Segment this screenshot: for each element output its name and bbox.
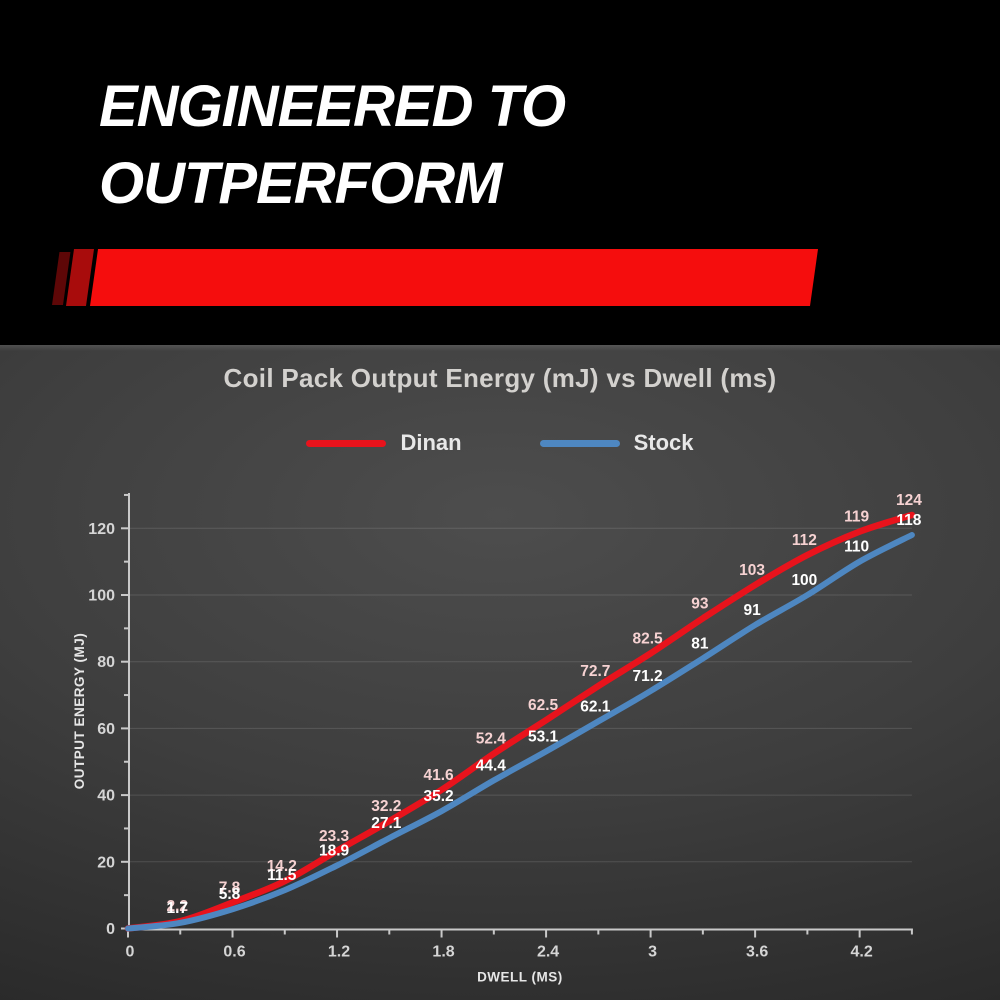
- svg-text:3: 3: [648, 944, 657, 961]
- svg-text:2.2: 2.2: [166, 898, 188, 915]
- legend-item-stock: Stock: [539, 430, 694, 456]
- svg-text:23.3: 23.3: [319, 828, 350, 845]
- headline-line-1: ENGINEERED TO: [99, 74, 566, 139]
- svg-text:32.2: 32.2: [371, 798, 401, 815]
- svg-text:100: 100: [791, 572, 817, 589]
- headline: ENGINEERED TO OUTPERFORM: [99, 68, 566, 222]
- red-banner-mid-sliver: [66, 249, 95, 306]
- svg-text:110: 110: [844, 539, 869, 556]
- chart-legend: Dinan Stock: [0, 430, 1000, 456]
- legend-label-dinan: Dinan: [400, 430, 462, 455]
- svg-text:119: 119: [844, 509, 869, 526]
- svg-text:4.2: 4.2: [851, 944, 873, 961]
- svg-text:35.2: 35.2: [423, 788, 453, 805]
- svg-text:2.4: 2.4: [537, 944, 559, 961]
- svg-text:72.7: 72.7: [580, 663, 610, 680]
- svg-text:124: 124: [896, 492, 922, 509]
- chart-section: Coil Pack Output Energy (mJ) vs Dwell (m…: [0, 345, 1000, 1000]
- hero-section: ENGINEERED TO OUTPERFORM: [0, 0, 1000, 345]
- legend-label-stock: Stock: [633, 430, 694, 455]
- red-banner-main: [90, 249, 819, 306]
- svg-text:44.4: 44.4: [476, 757, 507, 774]
- dinan-line-swatch: [306, 439, 387, 447]
- svg-text:53.1: 53.1: [528, 728, 559, 745]
- svg-text:5.8: 5.8: [219, 886, 241, 903]
- svg-text:62.5: 62.5: [528, 697, 559, 714]
- svg-text:80: 80: [97, 654, 115, 671]
- svg-text:11.5: 11.5: [267, 867, 297, 884]
- svg-text:0.6: 0.6: [223, 944, 245, 961]
- svg-text:112: 112: [792, 532, 817, 549]
- svg-text:81: 81: [691, 635, 709, 652]
- chart-canvas: 0 20 40 60 80 100 120 0 0.6 1.2 1.8 2.4 3 3.6 4.2 OUTPU…: [72, 492, 922, 985]
- svg-text:52.4: 52.4: [476, 731, 507, 748]
- svg-text:20: 20: [97, 854, 115, 871]
- svg-text:1.2: 1.2: [328, 944, 350, 961]
- stock-line-swatch: [539, 439, 620, 447]
- svg-text:0: 0: [126, 944, 135, 961]
- svg-text:118: 118: [896, 512, 921, 529]
- svg-text:41.6: 41.6: [423, 767, 454, 784]
- svg-text:62.1: 62.1: [580, 698, 611, 715]
- legend-item-dinan: Dinan: [306, 430, 462, 456]
- svg-text:7.8: 7.8: [219, 879, 241, 896]
- svg-text:93: 93: [691, 595, 709, 612]
- headline-line-2: OUTPERFORM: [99, 151, 502, 216]
- svg-text:1.8: 1.8: [432, 944, 454, 961]
- svg-text:60: 60: [97, 721, 115, 738]
- svg-text:18.9: 18.9: [319, 842, 350, 859]
- svg-text:91: 91: [743, 602, 761, 619]
- svg-text:27.1: 27.1: [371, 815, 402, 832]
- svg-text:100: 100: [88, 588, 115, 605]
- chart-title: Coil Pack Output Energy (mJ) vs Dwell (m…: [223, 363, 777, 393]
- svg-text:71.2: 71.2: [633, 668, 663, 685]
- svg-text:120: 120: [88, 521, 115, 538]
- svg-text:0: 0: [106, 921, 115, 938]
- svg-text:14.2: 14.2: [267, 858, 297, 875]
- svg-text:40: 40: [97, 788, 115, 805]
- svg-text:82.5: 82.5: [633, 630, 664, 647]
- svg-text:OUTPUT ENERGY (MJ): OUTPUT ENERGY (MJ): [72, 633, 87, 790]
- svg-text:1.7: 1.7: [166, 900, 188, 917]
- svg-text:DWELL (MS): DWELL (MS): [477, 970, 563, 985]
- svg-text:103: 103: [739, 562, 765, 579]
- svg-text:3.6: 3.6: [746, 944, 768, 961]
